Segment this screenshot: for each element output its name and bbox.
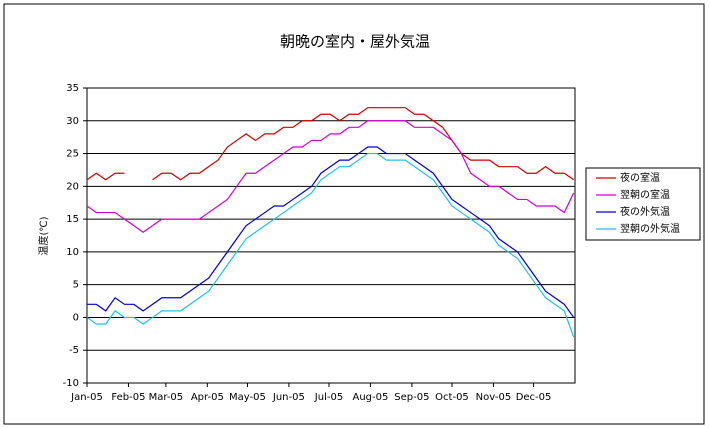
x-tick-label: May-05	[229, 392, 266, 403]
y-tick-label: -10	[63, 378, 79, 389]
y-tick-label: 0	[73, 312, 79, 323]
x-tick-label: Feb-05	[111, 392, 145, 403]
y-tick-label: 15	[66, 214, 79, 225]
legend-box	[585, 167, 701, 241]
x-tick-label: Mar-05	[149, 392, 184, 403]
chart-title: 朝晩の室内・屋外気温	[280, 33, 430, 51]
series-line	[86, 152, 575, 338]
legend-label: 翌朝の外気温	[620, 222, 680, 235]
x-tick-label: Oct-05	[435, 392, 469, 403]
x-tick-label: Sep-05	[394, 392, 429, 403]
y-tick-label: 10	[66, 247, 79, 258]
x-tick-label: Nov-05	[476, 392, 512, 403]
x-tick-label: Dec-05	[516, 392, 552, 403]
y-tick-label: 20	[66, 181, 79, 192]
legend-label: 夜の外気温	[620, 205, 670, 218]
legend-label: 翌朝の室温	[620, 188, 670, 201]
y-tick-label: 5	[73, 280, 79, 291]
x-tick-label: Jun-05	[272, 392, 305, 403]
x-tick-label: Aug-05	[353, 392, 389, 403]
y-tick-label: 35	[66, 83, 79, 94]
y-axis-label: 温度(℃)	[37, 216, 50, 255]
series-line	[86, 107, 575, 181]
x-tick-label: Jul-05	[314, 392, 343, 403]
x-tick-label: Apr-05	[191, 392, 224, 403]
series-line	[87, 146, 575, 318]
y-tick-label: 25	[66, 149, 79, 160]
y-tick-label: -5	[69, 345, 79, 356]
x-tick-label: Jan-05	[70, 392, 103, 403]
series-line	[86, 120, 575, 233]
plot-area	[86, 87, 576, 384]
y-tick-label: 30	[66, 116, 79, 127]
legend-label: 夜の室温	[620, 171, 660, 184]
